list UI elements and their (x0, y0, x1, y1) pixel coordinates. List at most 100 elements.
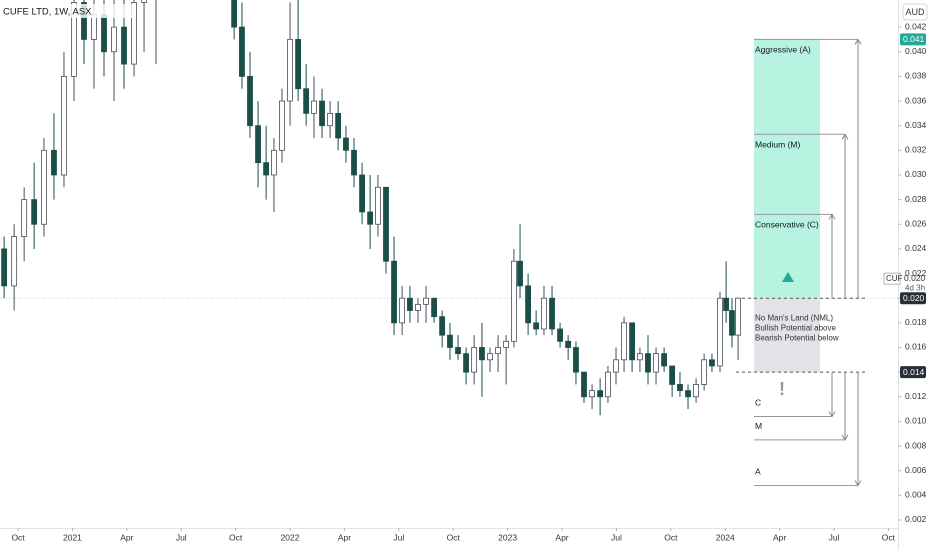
x-tick-label: Oct (664, 532, 678, 542)
warning-icon: ! (779, 379, 785, 399)
y-tick-label: 0.028 (905, 194, 927, 204)
candle-body (407, 297, 413, 311)
candle-body (677, 384, 683, 392)
target-arrow-head (854, 38, 862, 45)
candle-body (271, 149, 277, 176)
candle-body (11, 236, 18, 287)
up-triangle (782, 272, 794, 282)
candle-body (391, 260, 397, 324)
candle-body (557, 328, 563, 342)
y-tick-label: 0.018 (905, 317, 927, 327)
last-symbol: CUF (886, 274, 903, 283)
symbol-badge (883, 272, 901, 285)
downside-label: A (755, 467, 761, 477)
downside-arrow-head (828, 411, 836, 418)
candle-body (81, 2, 87, 40)
candle-body (533, 322, 540, 330)
x-tick-label: Oct (229, 532, 243, 542)
candle-body (701, 359, 708, 385)
candle-body (51, 149, 57, 176)
candle-body (239, 26, 245, 77)
y-tick-label: 0.010 (905, 416, 927, 426)
candle-body (263, 162, 270, 176)
price-badge (900, 33, 926, 46)
candle-body (327, 112, 333, 127)
candle-body (375, 186, 381, 225)
candle-body (111, 26, 117, 53)
candle-body (717, 297, 723, 367)
candle-body (439, 316, 446, 336)
y-tick-label: 0.036 (905, 95, 927, 105)
x-tick-label: 2024 (716, 532, 735, 542)
candle-body (597, 390, 604, 398)
x-tick-label: Oct (882, 532, 896, 542)
candle-body (399, 297, 406, 324)
candle-body (131, 2, 137, 65)
x-tick-label: Apr (555, 532, 568, 542)
candle-body (653, 353, 659, 373)
downside-arrow-head (841, 434, 849, 441)
price-badge-label: 0.014 (903, 367, 925, 377)
candle-body (367, 211, 374, 225)
candle-body (383, 186, 389, 262)
candle-body (431, 297, 437, 318)
y-tick-label: 0.030 (905, 169, 927, 179)
price-badge (900, 366, 926, 379)
y-tick-label: 0.040 (905, 46, 927, 56)
candle-body (41, 149, 47, 225)
nml-text: Bullish Potential above (755, 323, 836, 332)
candle-body (351, 149, 357, 176)
x-tick-label: Jul (611, 532, 622, 542)
candle-body (735, 297, 741, 336)
x-tick-label: Oct (11, 532, 25, 542)
candle-body (573, 347, 579, 373)
downside-label: M (755, 421, 762, 431)
candle-body (517, 260, 523, 287)
candle-body (685, 390, 691, 398)
x-tick-label: 2021 (63, 532, 82, 542)
countdown: 4d 3h (905, 283, 925, 292)
y-tick-label: 0.038 (905, 71, 927, 81)
candle-body (503, 340, 510, 348)
candle-body (613, 359, 619, 373)
target-label: Medium (M) (755, 140, 801, 150)
x-tick-label: Apr (120, 532, 133, 542)
symbol-header: CUFE LTD, 1W, ASX (3, 7, 92, 18)
candle-body (645, 353, 651, 373)
target-zone (754, 39, 820, 299)
candle-body (101, 14, 107, 53)
candle-body (287, 39, 293, 102)
candle-body (31, 199, 38, 225)
candle-body (581, 371, 587, 398)
last-price: 0.020 (904, 273, 926, 283)
candle-body (21, 199, 28, 237)
candle-body (471, 347, 478, 373)
candle-body (141, 0, 147, 3)
currency-box[interactable] (902, 3, 928, 21)
candle-body (335, 112, 342, 139)
candle-body (359, 174, 365, 213)
candle-body (637, 353, 643, 361)
nml-zone (754, 298, 820, 373)
target-arrow-head (828, 213, 836, 220)
candle-body (541, 297, 547, 330)
candle-body (91, 14, 97, 40)
candle-body (343, 137, 349, 151)
candle-body (487, 353, 493, 361)
candle-body (621, 322, 627, 361)
candle-body (661, 353, 667, 367)
candle-body (231, 0, 238, 28)
candle-body (247, 75, 253, 127)
currency: AUD (905, 7, 925, 17)
candle-body (511, 260, 517, 342)
y-tick-label: 0.032 (905, 145, 927, 155)
x-tick-label: Oct (447, 532, 461, 542)
candle-body (525, 285, 531, 324)
candle-body (455, 347, 461, 355)
candle-body (629, 322, 636, 361)
candle-body (669, 365, 676, 385)
candle-body (279, 100, 285, 151)
plot: No Man's Land (NML)Bullish Potential abo… (0, 0, 898, 487)
y-tick-label: 0.006 (905, 465, 927, 475)
